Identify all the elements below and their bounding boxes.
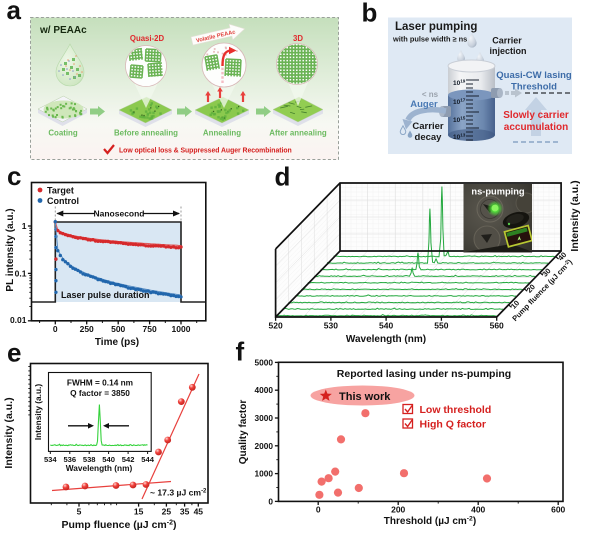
svg-text:a: a bbox=[7, 0, 22, 25]
svg-text:< ns: < ns bbox=[422, 90, 439, 99]
svg-text:1017: 1017 bbox=[453, 98, 466, 106]
svg-text:ns-pumping: ns-pumping bbox=[471, 187, 525, 197]
svg-text:c: c bbox=[7, 161, 21, 191]
svg-text:250: 250 bbox=[80, 324, 94, 334]
svg-text:542: 542 bbox=[122, 455, 135, 464]
svg-text:Threshold (µJ cm-2): Threshold (µJ cm-2) bbox=[384, 516, 476, 528]
svg-text:500: 500 bbox=[111, 324, 125, 334]
svg-text:Wavelength (nm): Wavelength (nm) bbox=[66, 463, 133, 473]
svg-text:After annealing: After annealing bbox=[269, 129, 327, 138]
svg-text:1: 1 bbox=[22, 221, 27, 231]
svg-text:534: 534 bbox=[44, 455, 57, 464]
svg-text:1019: 1019 bbox=[453, 79, 466, 87]
svg-text:Pump fluence (µJ cm-2): Pump fluence (µJ cm-2) bbox=[62, 519, 177, 531]
svg-text:536: 536 bbox=[63, 455, 76, 464]
svg-text:4000: 4000 bbox=[255, 385, 274, 395]
svg-text:Nanosecond: Nanosecond bbox=[93, 209, 144, 219]
svg-text:25: 25 bbox=[162, 507, 172, 517]
svg-text:w/ PEAAc: w/ PEAAc bbox=[39, 25, 87, 36]
svg-text:d: d bbox=[275, 162, 291, 192]
svg-text:560: 560 bbox=[490, 321, 504, 331]
svg-text:FWHM = 0.14 nm: FWHM = 0.14 nm bbox=[67, 378, 133, 388]
svg-text:400: 400 bbox=[471, 504, 485, 514]
svg-text:Before annealing: Before annealing bbox=[114, 129, 178, 138]
svg-text:Carrier: Carrier bbox=[412, 121, 443, 132]
svg-text:Intensity (a.u.): Intensity (a.u.) bbox=[3, 397, 15, 468]
svg-text:5: 5 bbox=[77, 507, 82, 517]
svg-text:1015: 1015 bbox=[453, 116, 466, 124]
svg-text:e: e bbox=[7, 338, 21, 368]
svg-text:530: 530 bbox=[324, 321, 338, 331]
svg-text:5000: 5000 bbox=[255, 357, 274, 367]
svg-text:injection: injection bbox=[489, 46, 526, 56]
svg-text:520: 520 bbox=[269, 321, 283, 331]
svg-text:with pulse width ≥ ns: with pulse width ≥ ns bbox=[392, 35, 467, 44]
svg-text:Time (ps): Time (ps) bbox=[95, 337, 139, 348]
svg-text:Intensity (a.u.): Intensity (a.u.) bbox=[33, 384, 43, 440]
svg-text:Wavelength (nm): Wavelength (nm) bbox=[346, 334, 426, 345]
svg-text:540: 540 bbox=[379, 321, 393, 331]
svg-text:Quasi-CW lasing: Quasi-CW lasing bbox=[496, 70, 572, 81]
svg-text:Intensity (a.u.): Intensity (a.u.) bbox=[569, 180, 581, 251]
svg-text:750: 750 bbox=[143, 324, 157, 334]
svg-text:b: b bbox=[362, 0, 378, 28]
svg-text:538: 538 bbox=[83, 455, 96, 464]
svg-text:Quasi-2D: Quasi-2D bbox=[130, 34, 165, 43]
svg-text:PL intensity (a.u.): PL intensity (a.u.) bbox=[5, 208, 16, 291]
svg-text:544: 544 bbox=[141, 455, 154, 464]
svg-text:35: 35 bbox=[180, 507, 190, 517]
svg-text:1000: 1000 bbox=[172, 324, 191, 334]
svg-text:Laser pumping: Laser pumping bbox=[395, 21, 477, 33]
svg-text:This work: This work bbox=[339, 391, 391, 403]
svg-text:600: 600 bbox=[551, 504, 565, 514]
svg-text:0.1: 0.1 bbox=[15, 268, 27, 278]
svg-text:High Q factor: High Q factor bbox=[420, 419, 487, 431]
svg-text:Low threshold: Low threshold bbox=[420, 404, 492, 416]
svg-text:3D: 3D bbox=[293, 34, 303, 43]
svg-text:0: 0 bbox=[268, 496, 273, 506]
svg-text:540: 540 bbox=[102, 455, 115, 464]
svg-text:550: 550 bbox=[434, 321, 448, 331]
svg-text:2000: 2000 bbox=[255, 441, 274, 451]
svg-text:accumulation: accumulation bbox=[504, 122, 568, 133]
svg-text:15: 15 bbox=[134, 507, 144, 517]
svg-text:Reported lasing under ns-pumpi: Reported lasing under ns-pumping bbox=[337, 368, 511, 380]
svg-text:3000: 3000 bbox=[255, 413, 274, 423]
svg-text:f: f bbox=[236, 337, 245, 367]
svg-text:Q factor = 3850: Q factor = 3850 bbox=[70, 388, 130, 398]
svg-text:Low optical loss & Suppressed: Low optical loss & Suppressed Auger Reco… bbox=[119, 148, 292, 155]
svg-text:0: 0 bbox=[53, 324, 58, 334]
svg-text:0: 0 bbox=[316, 504, 321, 514]
svg-text:Target: Target bbox=[47, 186, 74, 196]
svg-text:Quality factor: Quality factor bbox=[238, 400, 249, 465]
svg-text:Slowly carrier: Slowly carrier bbox=[503, 110, 569, 121]
svg-text:Coating: Coating bbox=[48, 129, 78, 138]
svg-text:Annealing: Annealing bbox=[203, 129, 241, 138]
svg-text:Laser pulse duration: Laser pulse duration bbox=[61, 290, 150, 300]
svg-text:1000: 1000 bbox=[255, 469, 274, 479]
svg-text:Threshold: Threshold bbox=[511, 82, 557, 93]
svg-text:0.01: 0.01 bbox=[10, 315, 27, 325]
svg-text:200: 200 bbox=[391, 504, 405, 514]
svg-text:1013: 1013 bbox=[453, 133, 466, 141]
svg-text:~ 17.3 µJ cm-2: ~ 17.3 µJ cm-2 bbox=[150, 488, 207, 498]
svg-text:decay: decay bbox=[415, 132, 443, 143]
svg-text:45: 45 bbox=[194, 507, 204, 517]
svg-text:Auger: Auger bbox=[410, 99, 438, 110]
svg-text:Control: Control bbox=[47, 196, 79, 206]
svg-text:Carrier: Carrier bbox=[492, 36, 522, 46]
